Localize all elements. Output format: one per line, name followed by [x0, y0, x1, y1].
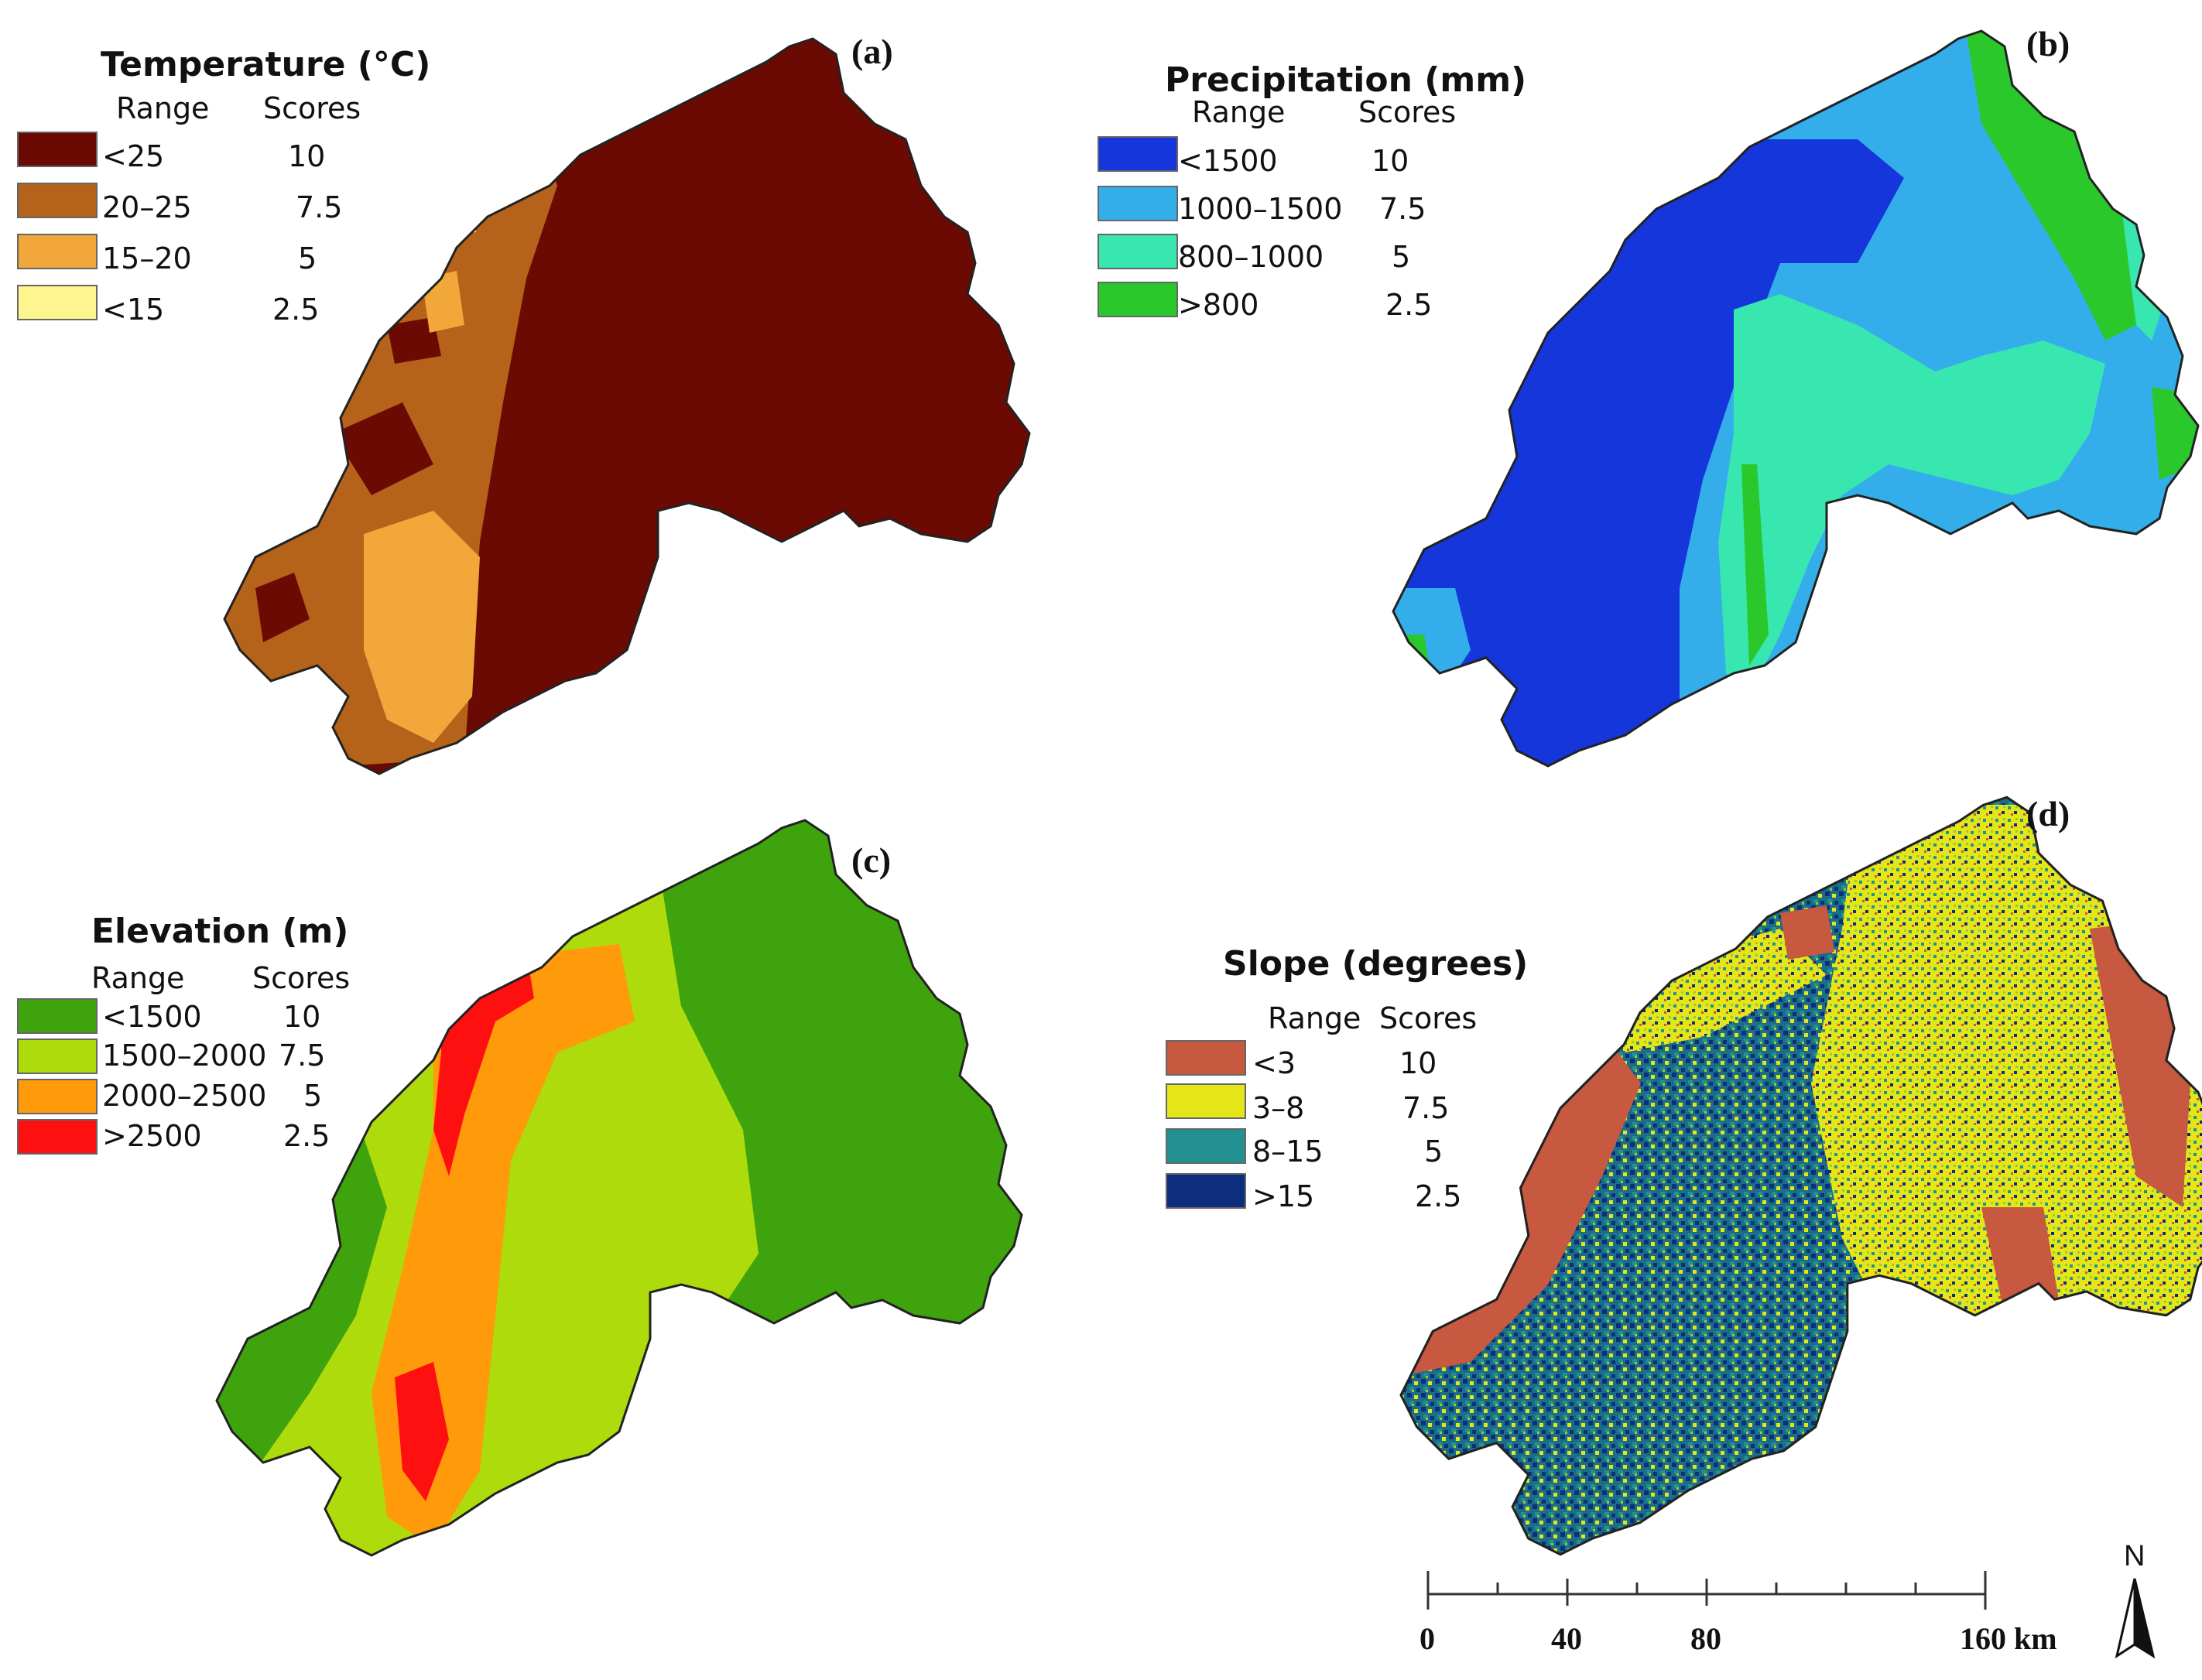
legend-score: 10	[1372, 144, 1409, 178]
legend-title: Slope (degrees)	[1223, 944, 1529, 984]
legend-range: 3–8	[1252, 1091, 1305, 1125]
legend-swatch	[17, 183, 98, 218]
legend-range: 2000–2500	[102, 1079, 267, 1113]
legend-scores-header: Scores	[252, 961, 351, 995]
legend-score: 7.5	[296, 190, 343, 224]
legend-score: 7.5	[279, 1038, 326, 1073]
legend-swatch	[1166, 1128, 1246, 1164]
legend-range-header: Range	[91, 961, 185, 995]
legend-range: 20–25	[102, 190, 192, 224]
legend-range-header: Range	[116, 91, 210, 125]
legend-swatch	[17, 998, 98, 1034]
legend-range: >800	[1178, 288, 1259, 322]
panel-label-b: (b)	[2026, 24, 2070, 63]
legend-range: <1500	[102, 1000, 202, 1034]
legend-range: <3	[1252, 1046, 1296, 1080]
legend-swatch	[1098, 282, 1178, 317]
legend-score: 5	[1392, 240, 1411, 274]
legend-range: <15	[102, 293, 165, 327]
legend-swatch	[1098, 186, 1178, 221]
legend-scores-header: Scores	[1358, 95, 1457, 129]
legend-swatch	[17, 1038, 98, 1074]
legend-scores-header: Scores	[1379, 1001, 1478, 1035]
panel-label-a: (a)	[851, 32, 893, 71]
scale-tick-label: 40	[1551, 1621, 1582, 1656]
legend-range: 800–1000	[1178, 240, 1324, 274]
map-temperature	[223, 37, 1031, 775]
legend-score: 7.5	[1379, 192, 1426, 226]
legend-swatch	[1098, 234, 1178, 269]
scale-tick-label: 0	[1419, 1621, 1435, 1656]
legend-range: <25	[102, 139, 165, 173]
scale-tick-label: 160 km	[1960, 1621, 2057, 1656]
legend-score: 2.5	[1385, 288, 1433, 322]
legend-score: 10	[288, 139, 326, 173]
legend-range: 15–20	[102, 241, 192, 275]
legend-swatch	[17, 234, 98, 269]
legend-range: 1500–2000	[102, 1038, 267, 1073]
scale-tick-label: 80	[1690, 1621, 1721, 1656]
map-precipitation	[1392, 29, 2200, 768]
legend-score: 2.5	[1415, 1179, 1462, 1213]
legend-swatch	[1166, 1173, 1246, 1209]
legend-title: Precipitation (mm)	[1165, 60, 1527, 100]
legend-swatch	[17, 1119, 98, 1155]
legend-title: Temperature (°C)	[101, 45, 431, 84]
legend-scores-header: Scores	[263, 91, 361, 125]
panel-label-c: (c)	[851, 840, 892, 880]
legend-score: 10	[283, 1000, 321, 1034]
legend-score: 7.5	[1402, 1091, 1450, 1125]
legend-range-header: Range	[1192, 95, 1286, 129]
legend-score: 5	[298, 241, 317, 275]
legend-score: 5	[303, 1079, 323, 1113]
scale-bar	[1426, 1571, 1987, 1610]
legend-range: 8–15	[1252, 1134, 1324, 1168]
legend-swatch	[1166, 1040, 1246, 1076]
legend-range-header: Range	[1268, 1001, 1361, 1035]
legend-swatch	[17, 285, 98, 320]
legend-title: Elevation (m)	[91, 912, 349, 951]
legend-swatch	[1098, 136, 1178, 172]
north-label: N	[2124, 1540, 2145, 1572]
legend-swatch	[17, 1079, 98, 1114]
legend-range: 1000–1500	[1178, 192, 1343, 226]
legend-range: >15	[1252, 1179, 1315, 1213]
legend-range: <1500	[1178, 144, 1278, 178]
legend-score: 2.5	[272, 293, 320, 327]
legend-swatch	[1166, 1083, 1246, 1119]
panel-label-d: (d)	[2026, 794, 2070, 833]
legend-range: >2500	[102, 1119, 202, 1153]
legend-swatch	[17, 132, 98, 167]
legend-score: 2.5	[283, 1119, 330, 1153]
north-arrow-icon	[2115, 1578, 2156, 1659]
legend-score: 10	[1399, 1046, 1437, 1080]
legend-score: 5	[1424, 1134, 1443, 1168]
map-slope	[1399, 796, 2202, 1556]
